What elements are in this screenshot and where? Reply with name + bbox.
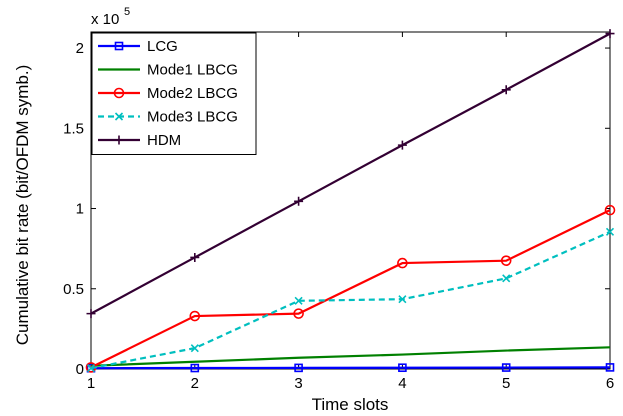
series-lcg (86, 363, 615, 373)
legend-label: HDM (147, 132, 181, 149)
square-marker (501, 363, 511, 372)
legend-item: Mode2 LBCG (98, 85, 238, 102)
x-marker (294, 296, 303, 305)
legend-label: Mode2 LBCG (147, 85, 238, 102)
x-marker (190, 344, 199, 353)
series-line (90, 230, 611, 370)
square-marker (114, 41, 124, 51)
circle-marker (397, 257, 408, 269)
circle-marker (113, 87, 125, 99)
legend-label: Mode1 LBCG (147, 62, 238, 79)
square-marker (605, 363, 615, 372)
square-marker (398, 363, 407, 373)
series-layer (85, 29, 616, 373)
x-tick-label: 3 (294, 375, 302, 392)
series-mode1-lbcg (90, 346, 611, 367)
x-tick-label: 4 (398, 375, 406, 392)
x-tick-label: 1 (87, 375, 95, 392)
series-line (90, 209, 611, 369)
x-tick-label: 2 (191, 375, 199, 392)
plus-marker (294, 196, 304, 206)
plus-marker (605, 29, 615, 39)
circle-marker (293, 308, 304, 319)
y-tick-label: 0 (76, 361, 84, 378)
x-marker (605, 227, 615, 236)
exponent-power: 5 (124, 6, 130, 18)
square-marker (190, 363, 200, 373)
y-axis-label: Cumulative bit rate (bit/OFDM symb.) (13, 65, 32, 346)
exponent-base: x 10 (91, 11, 119, 28)
series-mode2-lbcg (85, 204, 616, 373)
series-line (90, 366, 611, 370)
plus-marker (86, 309, 96, 319)
legend-item: LCG (98, 38, 178, 55)
legend-item: Mode3 LBCG (98, 109, 238, 126)
x-tick-label: 6 (606, 375, 614, 392)
y-tick-label: 1.5 (63, 120, 84, 137)
plus-marker (114, 135, 124, 145)
y-tick-label: 1 (76, 201, 84, 218)
axis-ticks: 1 2 3 4 5 6 0 0.5 1 1.5 2 (63, 32, 614, 392)
x-marker (114, 112, 124, 121)
y-tick-label: 0.5 (63, 281, 84, 298)
series-mode3-lbcg (86, 227, 615, 373)
plus-marker (397, 140, 407, 150)
legend-label: LCG (147, 38, 178, 55)
y-tick-label: 2 (76, 40, 84, 57)
x-marker (86, 364, 96, 373)
series-hdm (86, 29, 615, 319)
x-tick-label: 5 (502, 375, 510, 392)
circle-marker (189, 310, 201, 322)
x-axis-label: Time slots (312, 395, 389, 414)
legend-item: Mode1 LBCG (98, 62, 238, 79)
circle-marker (604, 204, 616, 216)
legend-item: HDM (98, 132, 181, 149)
circle-marker (500, 255, 512, 266)
x-marker (502, 274, 511, 283)
square-marker (294, 363, 303, 373)
legend-label: Mode3 LBCG (147, 109, 238, 126)
series-line (90, 346, 611, 367)
legend: LCG Mode1 LBCG Mode2 LBCG Mode3 LBCG HDM (91, 32, 257, 155)
plus-marker (501, 85, 511, 95)
x-marker (398, 295, 407, 304)
series-line (90, 32, 611, 315)
plus-marker (190, 252, 200, 262)
